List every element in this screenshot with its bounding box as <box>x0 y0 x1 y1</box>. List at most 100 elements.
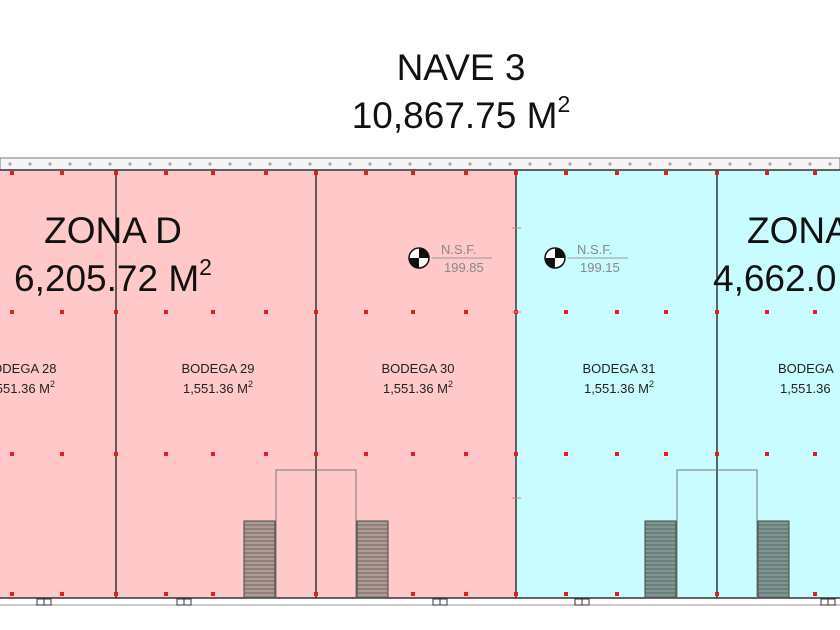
column-dot <box>664 452 668 456</box>
zone-e-area-label: 4,662.0 <box>713 258 836 299</box>
column-dot <box>364 452 368 456</box>
roof-marker <box>188 162 192 166</box>
wall-ticks <box>512 227 521 499</box>
roof-marker <box>348 162 352 166</box>
column-dot <box>164 452 168 456</box>
column-dot <box>664 310 668 314</box>
column-dot <box>464 310 468 314</box>
roof-band-markers <box>8 162 832 166</box>
column-dot <box>564 171 568 175</box>
bodega-29-label: BODEGA 29 1,551.36 M2 <box>182 361 255 396</box>
roof-marker <box>168 162 172 166</box>
roof-marker <box>728 162 732 166</box>
bodega-area-value: 1,551.36 M <box>0 381 50 396</box>
pedestrian-door <box>176 598 192 606</box>
benchmark-icon <box>408 247 430 269</box>
building-area-value: 10,867.75 M <box>352 95 558 136</box>
column-dot <box>411 452 415 456</box>
column-dot <box>10 310 14 314</box>
dock-doors <box>243 520 790 599</box>
bodega-area: 1,551.36 M2 <box>383 379 453 396</box>
column-dot <box>514 592 518 596</box>
column-dot <box>715 452 719 456</box>
zone-e-area-value: 4,662.0 <box>713 258 836 299</box>
bodega-name: BODEGA 30 <box>382 361 455 376</box>
roof-marker <box>828 162 832 166</box>
column-dot <box>211 452 215 456</box>
column-dot <box>60 452 64 456</box>
roof-marker <box>148 162 152 166</box>
benchmark-icon <box>544 247 566 269</box>
column-dot <box>715 310 719 314</box>
bodega-area-sup: 2 <box>50 379 55 389</box>
roof-marker <box>428 162 432 166</box>
column-dot <box>514 171 518 175</box>
bodega-name: BODEGA 28 <box>0 361 56 376</box>
roof-marker <box>788 162 792 166</box>
column-dot <box>314 171 318 175</box>
column-dot <box>615 592 619 596</box>
column-dot <box>364 310 368 314</box>
column-dot <box>114 592 118 596</box>
bodega-area-sup: 2 <box>649 379 654 389</box>
column-dot <box>464 592 468 596</box>
bodega-name: BODEGA <box>778 361 834 376</box>
column-dot <box>211 171 215 175</box>
zone-d-area-sup: 2 <box>199 254 212 280</box>
roof-marker <box>808 162 812 166</box>
bodega-area-value: 1,551.36 M <box>383 381 448 396</box>
bodega-area: 1,551.36 <box>780 381 831 396</box>
bodega-name: BODEGA 29 <box>182 361 255 376</box>
column-dot <box>314 452 318 456</box>
column-dot <box>813 310 817 314</box>
roof-marker <box>708 162 712 166</box>
roof-marker <box>68 162 72 166</box>
column-dot <box>615 171 619 175</box>
level-marker-2-label: N.S.F. <box>577 242 612 257</box>
column-dot <box>10 452 14 456</box>
column-dot <box>314 592 318 596</box>
building-area-unit-sup: 2 <box>557 91 570 117</box>
column-dot <box>164 592 168 596</box>
column-dot <box>264 310 268 314</box>
bodega-area-sup: 2 <box>248 379 253 389</box>
roof-marker <box>588 162 592 166</box>
column-dot <box>411 310 415 314</box>
bodega-area: 1,551.36 M2 <box>584 379 654 396</box>
level-marker-2-value: 199.15 <box>580 260 620 275</box>
column-dot <box>514 452 518 456</box>
roof-marker <box>268 162 272 166</box>
zone-d-area-label: 6,205.72 M2 <box>14 254 212 299</box>
roof-marker <box>208 162 212 166</box>
column-dot <box>114 452 118 456</box>
column-dot <box>564 452 568 456</box>
roof-marker <box>28 162 32 166</box>
roof-marker <box>408 162 412 166</box>
dock-door <box>356 520 389 599</box>
column-dot <box>464 452 468 456</box>
column-dot <box>765 171 769 175</box>
zone-d-name: ZONA D <box>44 210 182 251</box>
level-marker-1-label: N.S.F. <box>441 242 476 257</box>
column-dot <box>765 452 769 456</box>
bodega-area-value: 1,551.36 <box>780 381 831 396</box>
roof-marker <box>508 162 512 166</box>
column-dot <box>765 310 769 314</box>
column-dot <box>314 310 318 314</box>
column-dot <box>464 171 468 175</box>
roof-marker <box>248 162 252 166</box>
dock-door <box>243 520 276 599</box>
level-marker-2: N.S.F. 199.15 <box>544 242 628 275</box>
column-dot <box>60 310 64 314</box>
column-dot <box>211 310 215 314</box>
roof-marker <box>768 162 772 166</box>
column-dot <box>411 171 415 175</box>
dock-canopy-31-32 <box>676 469 758 598</box>
dock-door <box>644 520 677 599</box>
roof-marker <box>8 162 12 166</box>
roof-marker <box>388 162 392 166</box>
column-dot <box>364 171 368 175</box>
roof-marker <box>688 162 692 166</box>
column-dot <box>813 592 817 596</box>
bodega-area-value: 1,551.36 M <box>584 381 649 396</box>
